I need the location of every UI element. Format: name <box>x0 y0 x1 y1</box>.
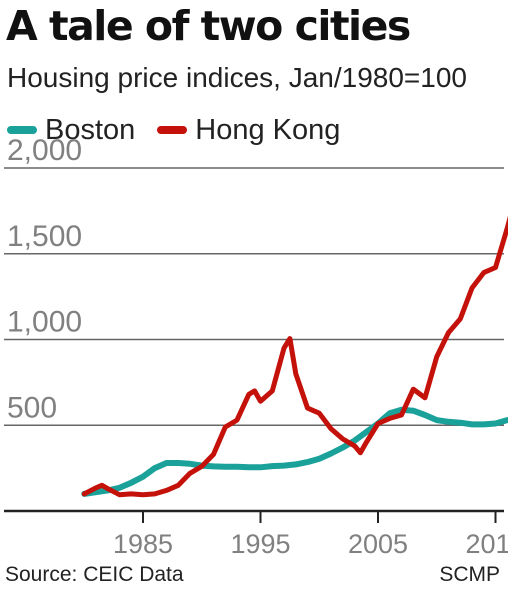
publisher-credit: SCMP <box>439 563 500 586</box>
grid-lines <box>4 167 504 426</box>
legend-label-boston: Boston <box>45 113 136 146</box>
chart-title: A tale of two cities <box>6 2 411 50</box>
chart-subtitle: Housing price indices, Jan/1980=100 <box>7 62 467 93</box>
legend-swatch-hongkong <box>157 126 188 134</box>
y-tick-label-1000: 1,000 <box>7 306 82 339</box>
legend: Boston Hong Kong <box>7 112 362 148</box>
series-lines <box>81 215 508 498</box>
y-tick-label-2000: 2,000 <box>7 134 82 167</box>
series-line-boston <box>81 406 508 497</box>
x-tick-label-1985: 1985 <box>113 529 173 559</box>
x-tick-label-1995: 1995 <box>230 529 290 559</box>
legend-label-hongkong: Hong Kong <box>195 113 341 146</box>
y-tick-labels: 500 1,000 1,500 2,000 <box>7 134 82 424</box>
y-tick-label-1500: 1,500 <box>7 220 82 253</box>
legend-item-boston: Boston <box>7 114 135 147</box>
source-note: Source: CEIC Data <box>5 563 184 586</box>
y-tick-label-500: 500 <box>7 391 57 424</box>
legend-swatch-boston <box>7 126 37 134</box>
series-line-hong-kong <box>81 215 508 498</box>
legend-item-hongkong: Hong Kong <box>157 114 340 147</box>
x-tick-label-2005: 2005 <box>348 529 408 559</box>
